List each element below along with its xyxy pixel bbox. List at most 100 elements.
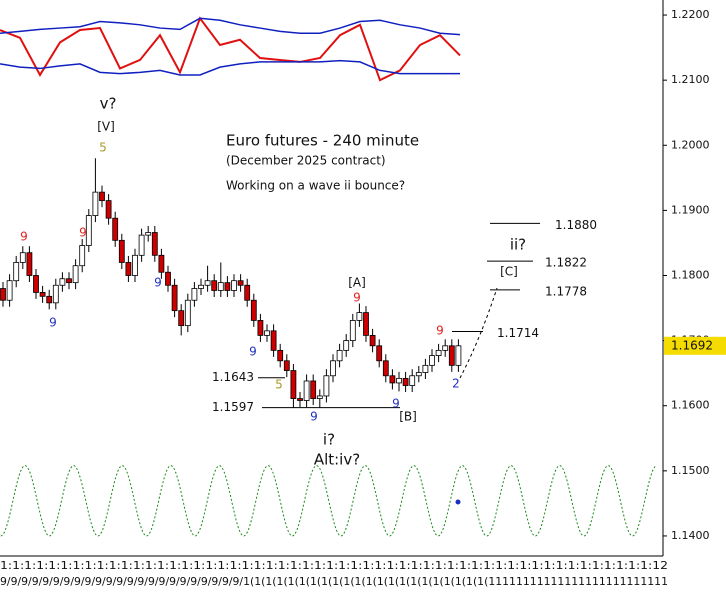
candle-body [85, 215, 92, 246]
last-price-box [664, 336, 726, 355]
candle-body [442, 345, 449, 351]
cycle-dot [455, 499, 461, 505]
candle-body [59, 278, 66, 286]
annotation: (December 2025 contract) [226, 154, 386, 168]
candle-body [455, 345, 462, 366]
y-tick-label: 1.2200 [671, 8, 710, 21]
candle-body [264, 330, 270, 336]
annotation: [V] [97, 120, 115, 134]
candle-body [211, 280, 218, 291]
level-label: 1.1714 [497, 326, 539, 340]
candle-body [389, 375, 396, 384]
candle-body [165, 271, 171, 286]
cycle-line [0, 465, 658, 537]
candle-body [429, 355, 435, 366]
candle-body [409, 375, 416, 386]
candle-body [435, 349, 442, 356]
candle-body [231, 280, 237, 291]
candle-body [323, 375, 330, 397]
candle-body [310, 380, 317, 399]
candle-body [6, 280, 13, 301]
candle-body [26, 252, 33, 276]
annotation: Alt:iv? [314, 451, 360, 469]
annotation: Euro futures - 240 minute [226, 132, 419, 150]
candle-body [132, 254, 138, 276]
candle-body [0, 288, 6, 301]
candle-body [79, 245, 86, 267]
x-tick-row: 1:1:1:1:1:1:1:1:1:1:1:1:1:1:1:1:1:1:1:1:… [0, 559, 668, 572]
candle-body [448, 345, 455, 366]
candle-body [184, 299, 191, 327]
level-label: 1.1822 [545, 256, 587, 270]
candle-body [92, 191, 99, 216]
annotation: i? [323, 431, 335, 449]
annotation: 9 [310, 410, 318, 424]
candle-body [112, 217, 119, 241]
candle-body [356, 312, 363, 321]
candle-body [138, 234, 145, 256]
annotation: 5 [275, 378, 283, 392]
candle-body [99, 191, 105, 202]
y-tick-label: 1.1600 [671, 399, 710, 412]
candle-body [376, 345, 383, 362]
annotation: 9 [49, 316, 57, 330]
candle-body [171, 284, 178, 312]
candle-body [178, 310, 185, 327]
candle-body [297, 398, 303, 401]
candle-body [415, 372, 422, 377]
annotation: 5 [99, 141, 107, 155]
candle-body [422, 364, 429, 373]
candle-body [369, 334, 376, 347]
candle-body [363, 312, 369, 336]
candle-body [283, 360, 290, 371]
candle-body [217, 282, 224, 291]
annotation: ii? [510, 236, 526, 254]
candle-body [224, 282, 231, 291]
y-tick-label: 1.1400 [671, 529, 710, 542]
annotation: 2 [452, 377, 460, 391]
candle-body [39, 292, 46, 297]
candle-body [19, 252, 26, 263]
candle-body [244, 284, 251, 301]
candle-body [105, 200, 112, 219]
y-tick-label: 1.2100 [671, 73, 710, 86]
candle-body [257, 320, 264, 336]
y-tick-label: 1.1500 [671, 464, 710, 477]
y-tick-label: 1.1800 [671, 268, 710, 281]
level-label: 1.1778 [545, 284, 587, 298]
candle-body [303, 380, 310, 401]
annotation: 9 [249, 345, 257, 359]
candle-body [349, 320, 356, 342]
indicator-line [0, 17, 461, 36]
candle-body [316, 395, 323, 399]
candle-body [191, 288, 198, 301]
candle-body [198, 284, 204, 289]
candle-body [158, 254, 165, 273]
projection [459, 287, 498, 379]
candle-body [237, 280, 244, 286]
annotation: 9 [79, 226, 87, 240]
annotation: 9 [353, 291, 361, 305]
indicator-line [0, 59, 460, 76]
annotation: [B] [399, 410, 417, 424]
y-tick-label: 1.1900 [671, 203, 710, 216]
candle-body [118, 239, 125, 263]
candle-body [343, 340, 350, 351]
annotation: [C] [500, 265, 518, 279]
candle-body [72, 265, 79, 284]
annotation: [A] [348, 276, 366, 290]
candle-body [204, 280, 211, 286]
candle-body [13, 262, 20, 282]
candle-body [270, 330, 277, 351]
candle-body [151, 232, 158, 256]
annotation: 9 [154, 276, 162, 290]
candle-body [46, 295, 53, 304]
candle-body [402, 377, 409, 386]
last-price-label: 1.1692 [671, 338, 713, 352]
candle-body [290, 370, 297, 399]
y-tick-label: 1.2000 [671, 138, 710, 151]
annotation: v? [100, 95, 117, 113]
level-label: 1.1597 [212, 400, 254, 414]
candle-body [277, 349, 284, 362]
